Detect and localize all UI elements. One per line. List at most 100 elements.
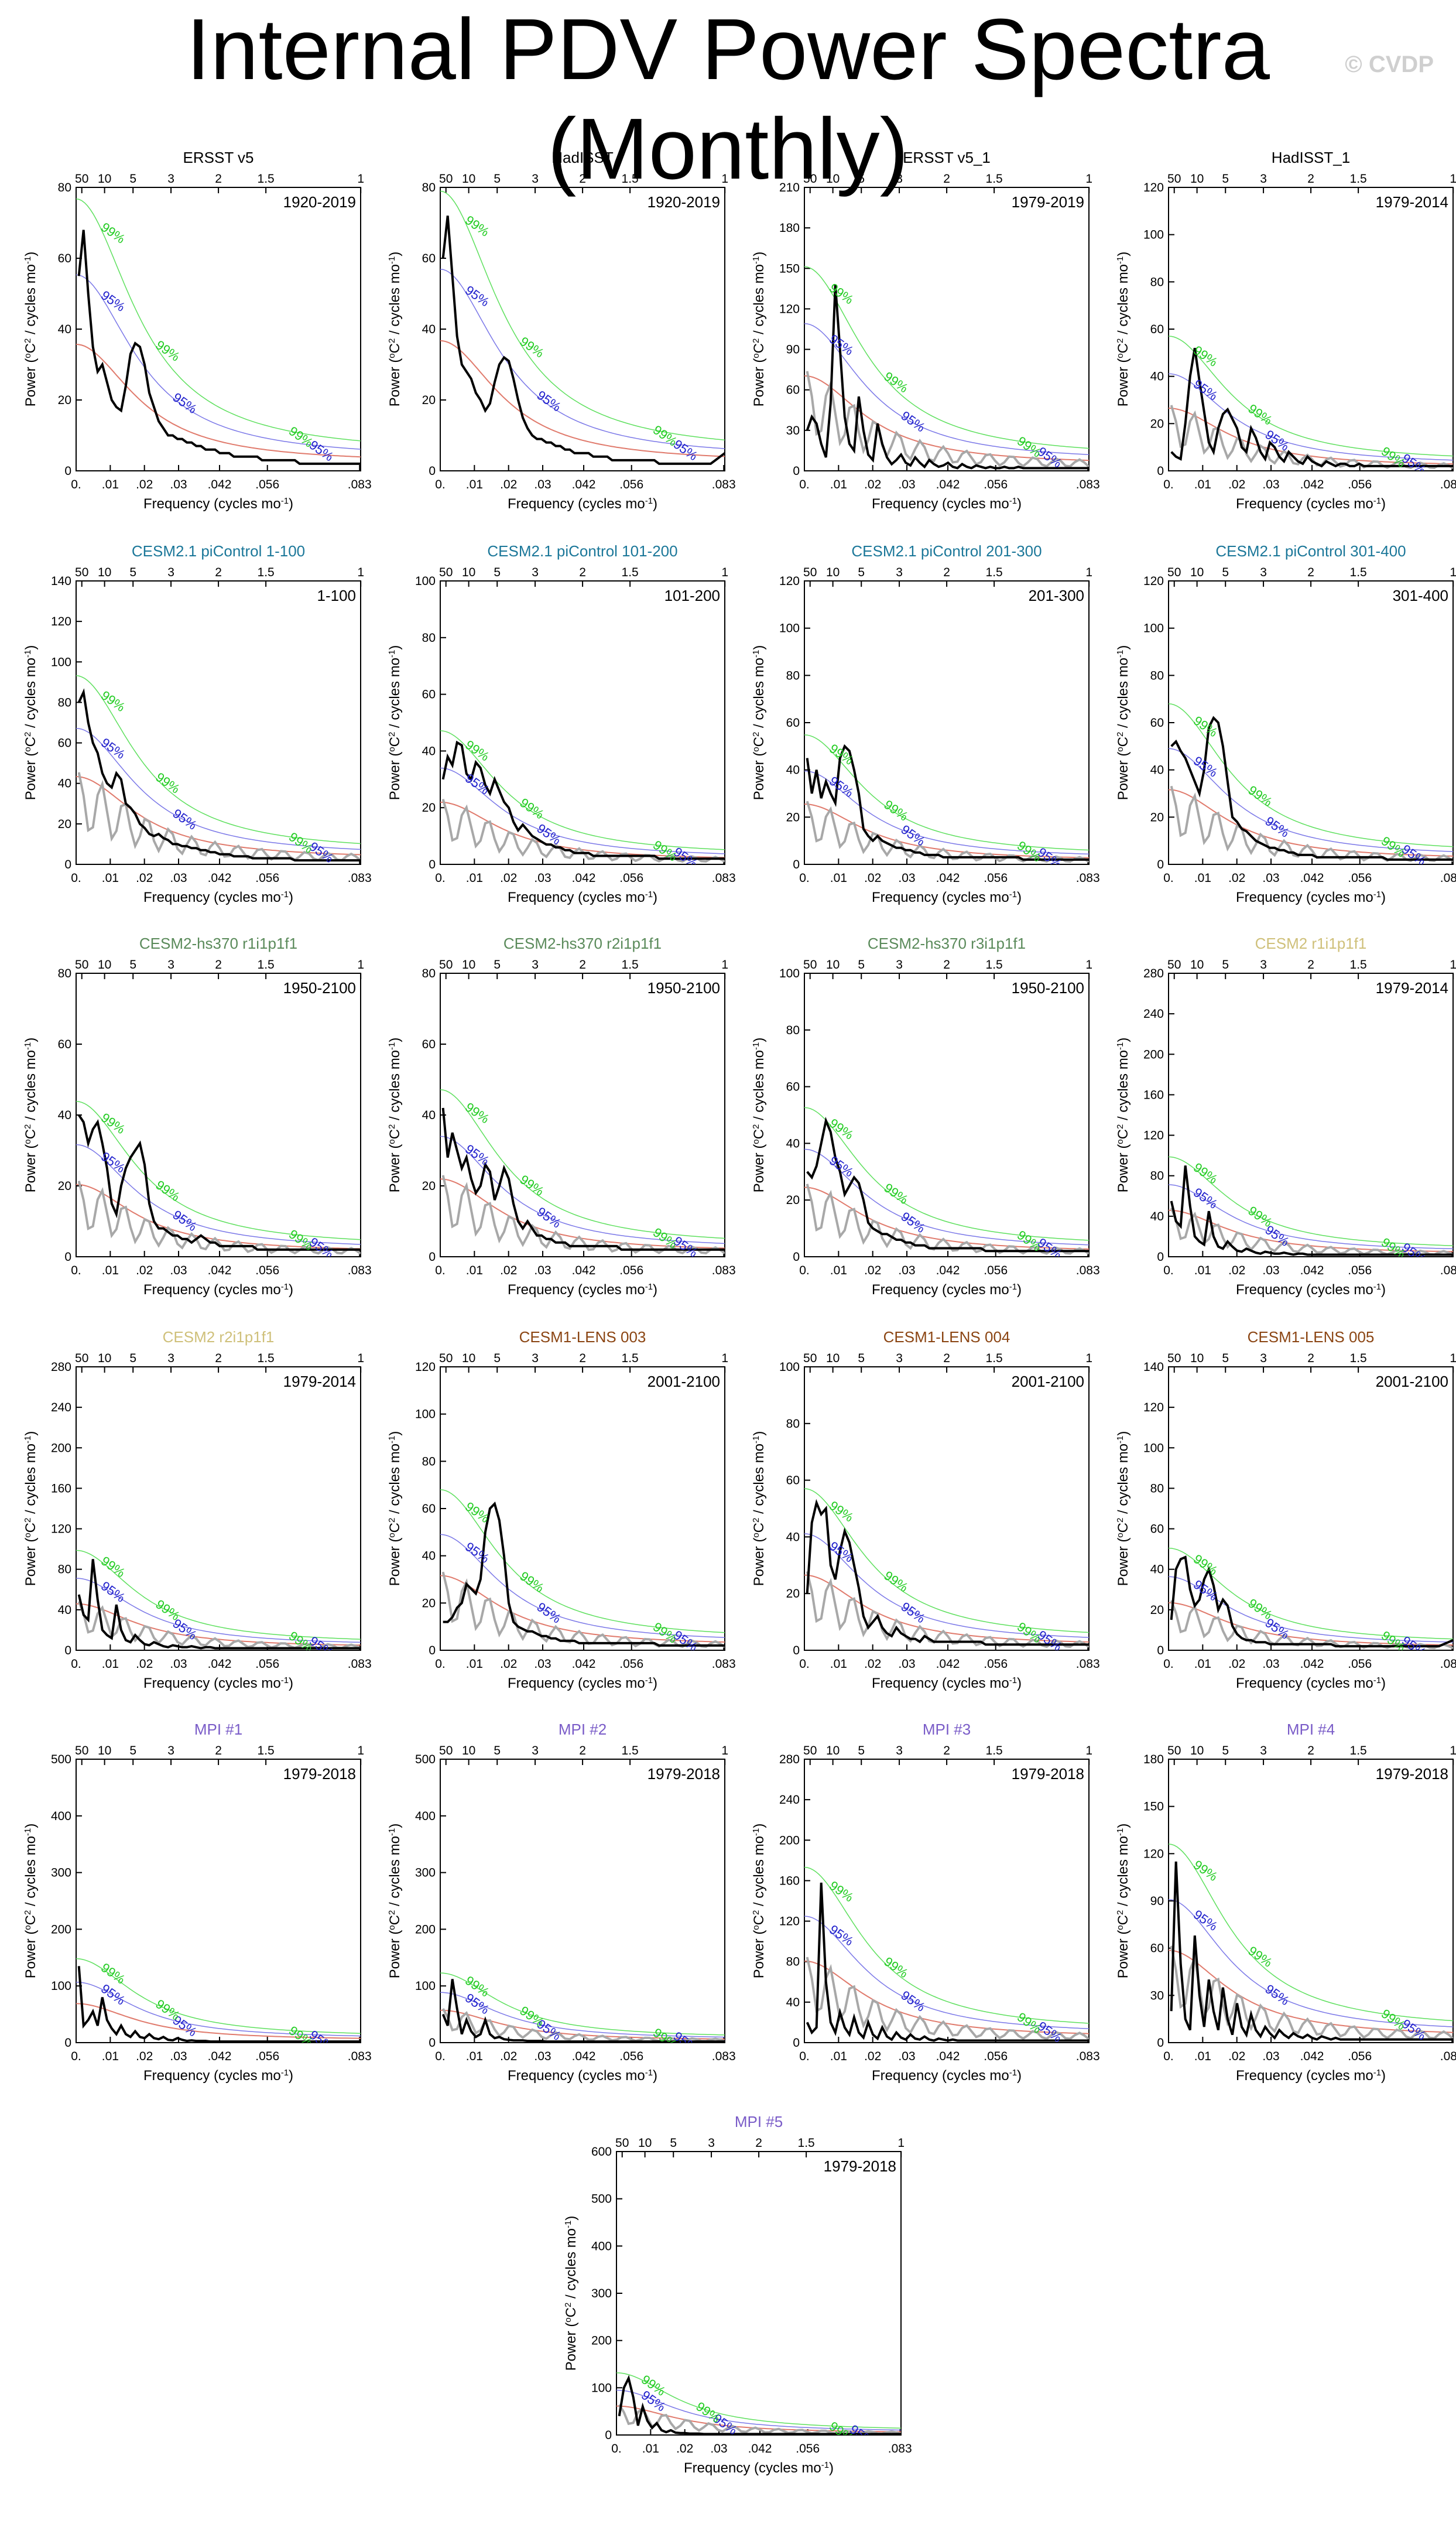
y-tick-label: 40 — [1150, 1210, 1164, 1223]
y-tick-label: 0 — [429, 464, 436, 478]
y-axis-label: Power (oC2 / cycles mo-1) — [387, 1431, 403, 1586]
y-tick-label: 60 — [786, 1474, 800, 1487]
y-tick-label: 80 — [1150, 1169, 1164, 1183]
y-tick-label: 280 — [51, 1360, 71, 1374]
top-tick-label: 10 — [1190, 566, 1204, 579]
plot-area: 95%99%95%99%95%99% — [1169, 1547, 1453, 1650]
power-spectrum-line — [1170, 716, 1453, 861]
spectrum-panel: MPI #1 0. .01.02.03.042.056.083 50 10 5 3 2 1.5 1… — [12, 1718, 376, 2132]
period-label: 2001-2100 — [648, 1373, 720, 1390]
sig99-label: 99% — [286, 2023, 316, 2050]
top-tick-label: 1 — [1450, 1352, 1456, 1365]
x-tick-label: 0. — [611, 2442, 622, 2455]
spectrum-panel: CESM1-LENS 004 0. .01.02.03.042.056.083 50 1… — [740, 1326, 1104, 1739]
y-tick-label: 0 — [1157, 464, 1164, 478]
plot-frame — [1168, 187, 1454, 471]
period-label: 1979-2018 — [824, 2157, 896, 2175]
spectrum-panel: CESM2-hs370 r1i1p1f1 0. .01 .02 .03 .042 .056.… — [12, 932, 376, 1346]
x-axis-label: Frequency (cycles mo-1) — [508, 1282, 657, 1298]
x-tick-label: .01 — [1194, 2050, 1211, 2063]
plot-frame — [804, 973, 1090, 1257]
panel-title: MPI #3 — [923, 1721, 971, 1738]
sig95-curve — [1169, 1184, 1453, 1250]
plot-area: 95%99%95%99%95%99% — [440, 190, 725, 465]
top-tick-label: 50 — [439, 1744, 453, 1757]
sig99-label: 99% — [98, 688, 128, 714]
x-tick-label: .02 — [864, 478, 881, 491]
x-tick-label: .01 — [1194, 1657, 1211, 1671]
top-tick-label: 2 — [943, 566, 950, 579]
y-tick-label: 100 — [1143, 1441, 1164, 1455]
top-tick-label: 1.5 — [258, 1352, 275, 1365]
y-tick-label: 80 — [1150, 1482, 1164, 1495]
y-tick-label: 100 — [779, 967, 800, 980]
y-tick-label: 40 — [1150, 764, 1164, 777]
y-axis-label: Power (oC2 / cycles mo-1) — [1115, 1824, 1132, 1979]
plot-area: 95%99%95%99%95%99% — [76, 1550, 361, 1650]
top-tick-label: 10 — [826, 1352, 840, 1365]
x-tick-label: 0. — [1163, 478, 1174, 491]
x-axis-label: Frequency (cycles mo-1) — [1236, 496, 1386, 512]
x-tick-label: .056 — [619, 2050, 643, 2063]
y-tick-label: 0 — [793, 464, 800, 478]
y-tick-label: 60 — [422, 688, 436, 702]
spectrum-chart: HadISST_10..01.02.03.042.056.08350105321… — [1115, 149, 1456, 512]
y-tick-label: 0 — [64, 464, 71, 478]
x-axis-label: Frequency (cycles mo-1) — [1236, 2068, 1386, 2084]
y-tick-label: 200 — [591, 2334, 612, 2348]
y-tick-label: 300 — [415, 1866, 436, 1880]
top-tick-label: 5 — [670, 2136, 677, 2150]
y-tick-label: 40 — [786, 1530, 800, 1544]
red-noise-curve — [804, 375, 1089, 461]
y-tick-label: 0 — [1157, 858, 1164, 871]
x-tick-label: .056 — [255, 2050, 279, 2063]
y-tick-label: 60 — [786, 716, 800, 730]
x-tick-label: .03 — [170, 478, 187, 491]
power-spectrum-line — [77, 230, 361, 465]
period-label: 2001-2100 — [1012, 1373, 1084, 1390]
panel-title: CESM2 r1i1p1f1 — [1255, 935, 1367, 952]
top-tick-label: 1.5 — [986, 1744, 1003, 1757]
top-tick-label: 3 — [167, 1352, 174, 1365]
y-tick-label: 30 — [1150, 1989, 1164, 2002]
top-tick-label: 1 — [721, 1352, 728, 1365]
y-tick-label: 40 — [786, 1137, 800, 1150]
x-tick-label: .042 — [572, 1264, 596, 1277]
sig99-label: 99% — [1245, 782, 1275, 809]
top-tick-label: 10 — [462, 566, 475, 579]
sig99-label: 99% — [98, 1110, 128, 1137]
y-tick-label: 120 — [1143, 574, 1164, 588]
x-tick-label: .01 — [466, 1264, 483, 1277]
panel-title: MPI #5 — [735, 2113, 783, 2130]
y-tick-label: 20 — [58, 1179, 71, 1193]
period-label: 1-100 — [317, 587, 357, 604]
sig99-curve — [1169, 1547, 1453, 1640]
y-tick-label: 100 — [415, 1979, 436, 1993]
x-tick-label: .042 — [936, 478, 960, 491]
power-spectrum-line — [77, 1559, 361, 1650]
top-tick-label: 10 — [462, 958, 475, 972]
red-noise-curve — [804, 1960, 1089, 2034]
x-tick-label: .083 — [1440, 2050, 1456, 2063]
top-tick-label: 2 — [1307, 958, 1314, 972]
x-tick-label: .01 — [102, 2050, 119, 2063]
sig95-label: 95% — [170, 389, 199, 416]
y-tick-label: 60 — [422, 252, 436, 265]
sig99-curve — [804, 266, 1089, 449]
power-spectrum-line — [441, 1979, 725, 2043]
x-tick-label: .083 — [1440, 478, 1456, 491]
sig95-curve — [1169, 373, 1453, 461]
power-spectrum-line — [806, 1116, 1089, 1253]
plot-area: 95%99%95%99%95%99% — [1169, 336, 1453, 471]
y-tick-label: 30 — [786, 424, 800, 437]
x-tick-label: .02 — [1228, 478, 1245, 491]
x-tick-label: .042 — [936, 2050, 960, 2063]
top-tick-label: 2 — [215, 1744, 222, 1757]
y-tick-label: 240 — [779, 1793, 800, 1807]
power-spectrum-line — [806, 284, 1089, 470]
sig99-label: 99% — [881, 1568, 910, 1595]
sig99-label: 99% — [463, 213, 492, 240]
y-tick-label: 200 — [415, 1923, 436, 1936]
